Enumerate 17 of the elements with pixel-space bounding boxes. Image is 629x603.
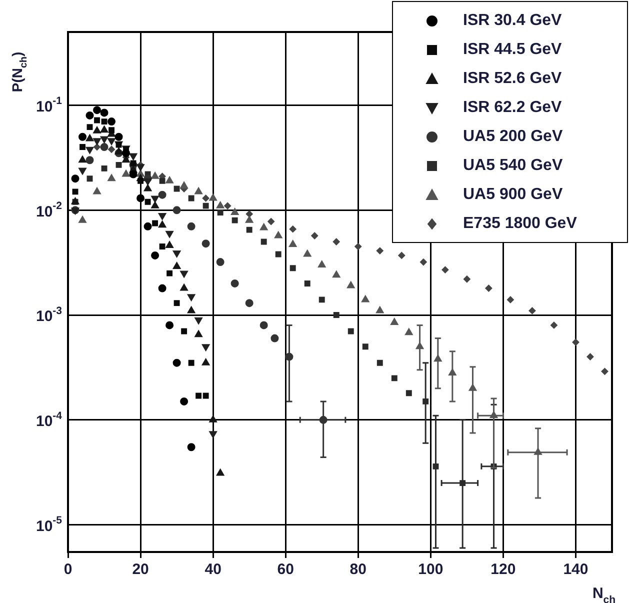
legend-label: ISR 30.4 GeV	[463, 12, 562, 30]
x-tick-label: 20	[132, 561, 149, 578]
legend-label: ISR 62.2 GeV	[463, 98, 562, 116]
x-tick-label: 60	[277, 561, 294, 578]
x-tick-label: 120	[490, 561, 516, 578]
legend-label: UA5 200 GeV	[463, 128, 563, 146]
legend-label: ISR 52.6 GeV	[463, 70, 562, 88]
y-axis-title: P(Nch)	[8, 52, 30, 92]
x-tick-label: 40	[204, 561, 222, 578]
x-tick-label: 100	[418, 561, 444, 578]
legend-label: UA5 540 GeV	[463, 156, 563, 174]
legend-label: UA5 900 GeV	[463, 186, 563, 204]
legend-label: E735 1800 GeV	[463, 214, 577, 232]
x-tick-label: 0	[64, 561, 72, 578]
legend-label: ISR 44.5 GeV	[463, 40, 562, 58]
x-tick-label: 80	[350, 561, 366, 578]
x-tick-label: 140	[563, 561, 588, 578]
